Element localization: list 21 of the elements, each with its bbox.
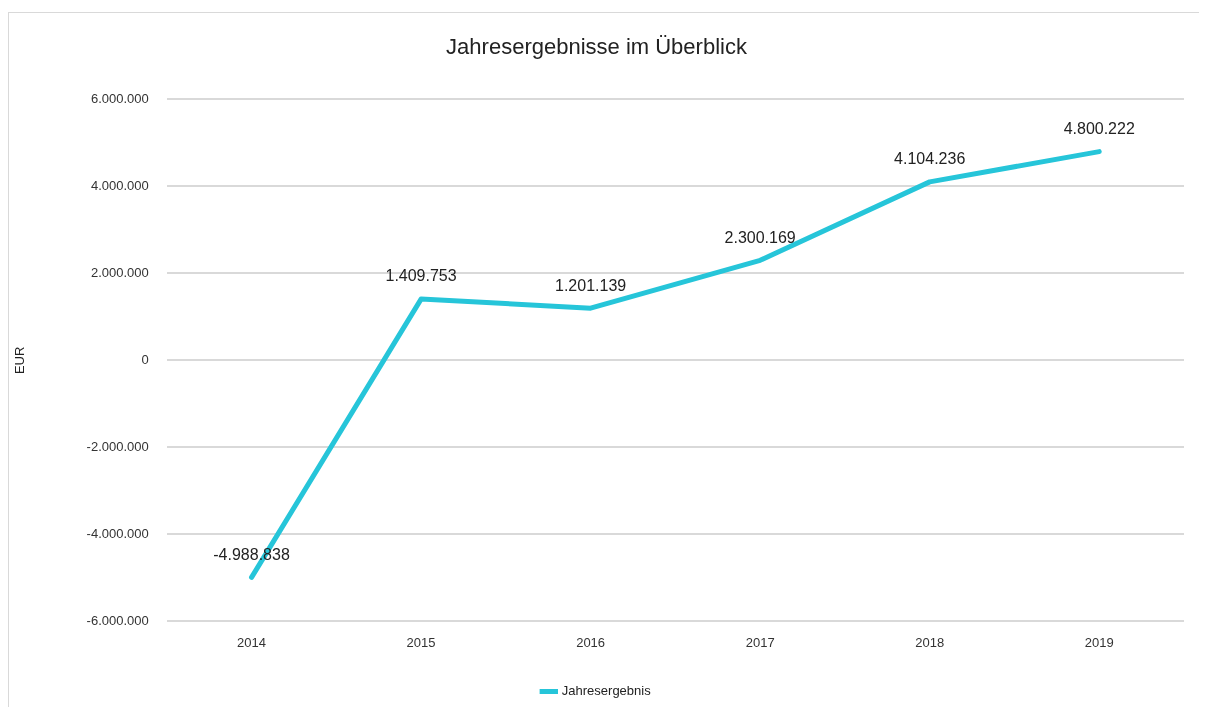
legend-label: Jahresergebnis: [561, 683, 652, 699]
x-tick-label: 2014: [237, 634, 266, 650]
y-tick-label: 2.000.000: [90, 264, 149, 280]
y-tick-label: 6.000.000: [90, 90, 149, 106]
data-label: 1.201.139: [555, 276, 627, 294]
x-tick-label: 2019: [1084, 634, 1114, 650]
y-tick-label: -4.000.000: [86, 525, 149, 541]
y-tick-label: -2.000.000: [86, 438, 149, 454]
chart-title: Jahresergebnisse im Überblick: [446, 34, 748, 60]
x-tick-label: 2015: [406, 634, 436, 650]
x-tick-label: 2018: [915, 634, 945, 650]
x-tick-label: 2017: [745, 634, 775, 650]
data-label: 1.409.753: [385, 267, 457, 285]
y-axis-title: EUR: [12, 346, 28, 375]
x-tick-label: 2016: [576, 634, 606, 650]
data-label: 4.104.236: [894, 150, 966, 168]
y-tick-label: 4.000.000: [90, 177, 149, 193]
data-label: 2.300.169: [724, 228, 796, 246]
y-tick-label: 0: [141, 351, 149, 367]
y-tick-label: -6.000.000: [86, 612, 149, 628]
data-label: 4.800.222: [1063, 120, 1135, 137]
